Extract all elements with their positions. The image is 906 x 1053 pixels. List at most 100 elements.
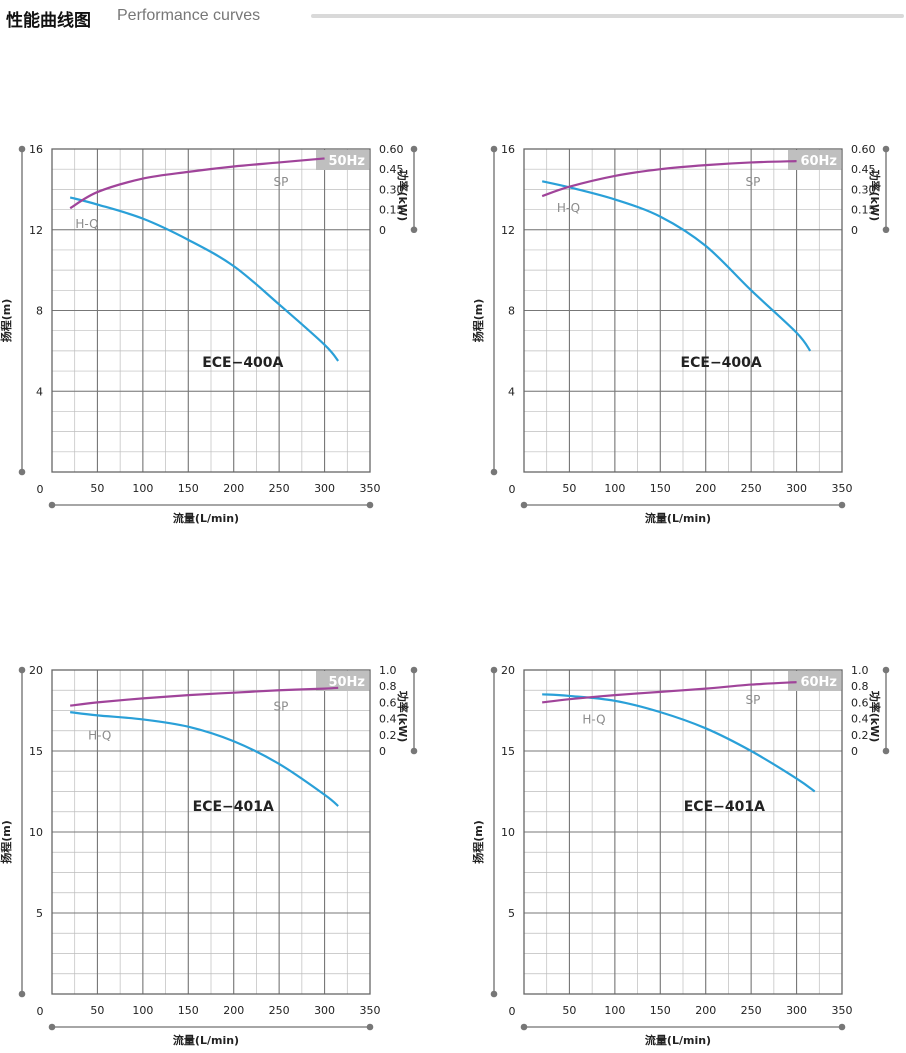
y-axis-title: 扬程(m) [471,820,485,864]
y2-axis-title: 功率(kW) [868,170,882,222]
frequency-label: 60Hz [800,675,837,690]
y-tick-label: 16 [501,143,515,156]
sp-power-curve [70,686,339,707]
sp-curve-label: SP [274,175,289,189]
y2-tick-label: 0.60 [379,143,404,156]
axis-end-dot [410,666,418,674]
hq-head-curve [541,180,812,352]
frequency-badge [788,671,841,691]
x-tick-label: 150 [650,1004,671,1017]
y-tick-label: 20 [501,664,515,677]
frequency-label: 60Hz [800,154,837,169]
x-tick-label: 100 [604,1004,625,1017]
x-tick-label: 300 [786,1004,807,1017]
y-tick-label: 12 [29,224,43,237]
axis-end-dot [410,747,418,755]
page-header: 性能曲线图 Performance curves [6,4,906,31]
x-tick-label: 350 [360,482,381,495]
x-tick-label: 300 [314,482,335,495]
axis-end-dot [520,1023,528,1031]
sp-curve-label: SP [746,175,761,189]
axis-end-dot [48,1023,56,1031]
x-tick-label: 50 [562,1004,576,1017]
y2-tick-label: 1.0 [379,664,397,677]
plot-frame [51,148,371,473]
origin-tick-label: 0 [37,483,44,496]
hq-head-curve [70,711,339,807]
x-tick-label: 50 [90,1004,104,1017]
axis-end-dot [18,468,26,476]
y2-tick-label: 1.0 [851,664,869,677]
sp-power-curve [541,160,797,198]
y-tick-label: 16 [29,143,43,156]
x-tick-label: 300 [314,1004,335,1017]
axis-end-dot [838,1023,846,1031]
frequency-label: 50Hz [328,154,365,169]
x-tick-label: 50 [90,482,104,495]
x-tick-label: 350 [360,1004,381,1017]
frequency-label: 50Hz [328,675,365,690]
x-tick-label: 200 [223,482,244,495]
y-tick-label: 10 [29,826,43,839]
header-divider [311,14,904,18]
y2-tick-label: 0.2 [851,729,869,742]
y-axis-title: 扬程(m) [0,820,13,864]
plot-frame [523,148,843,473]
y-tick-label: 15 [501,745,515,758]
plot-frame [51,669,371,995]
sp-power-curve [69,157,325,210]
y-tick-label: 5 [508,907,515,920]
y-tick-label: 5 [36,907,43,920]
y2-tick-label: 0.2 [379,729,397,742]
y-tick-label: 12 [501,224,515,237]
model-label: ECE−401A [193,799,274,815]
axis-end-dot [366,501,374,509]
x-tick-label: 100 [132,482,153,495]
axis-end-dot [838,501,846,509]
axis-end-dot [882,145,890,153]
page-title-zh: 性能曲线图 [6,11,91,31]
axis-end-dot [882,226,890,234]
axis-end-dot [410,226,418,234]
x-tick-label: 250 [741,482,762,495]
sp-curve-label: SP [746,693,761,707]
x-tick-label: 250 [269,1004,290,1017]
y2-tick-label: 0.8 [379,680,397,693]
x-tick-label: 150 [178,1004,199,1017]
axis-end-dot [490,666,498,674]
y2-tick-label: 0.45 [851,163,876,176]
x-tick-label: 250 [269,482,290,495]
y2-tick-label: 0 [379,224,386,237]
y-tick-label: 4 [508,385,515,398]
model-label: ECE−400A [681,355,762,371]
y-axis-title: 扬程(m) [471,299,485,343]
axis-end-dot [490,145,498,153]
x-tick-label: 150 [650,482,671,495]
y2-tick-label: 0.45 [379,163,404,176]
y2-tick-label: 0.4 [851,713,869,726]
y-tick-label: 10 [501,826,515,839]
y2-tick-label: 0.6 [379,696,397,709]
hq-curve-label: H-Q [75,217,98,231]
hq-curve-label: H-Q [557,201,580,215]
y-tick-label: 8 [508,305,515,318]
x-axis-title: 流量(L/min) [645,1033,711,1047]
axis-end-dot [18,990,26,998]
frequency-badge [788,150,841,170]
axis-end-dot [18,666,26,674]
x-tick-label: 250 [741,1004,762,1017]
axis-end-dot [18,145,26,153]
x-tick-label: 350 [832,1004,853,1017]
y2-tick-label: 0 [379,745,386,758]
hq-curve-label: H-Q [88,729,111,743]
x-axis-title: 流量(L/min) [173,511,239,525]
hq-curve-label: H-Q [582,712,605,726]
x-tick-label: 200 [695,1004,716,1017]
y2-tick-label: 0.6 [851,696,869,709]
hq-head-curve [69,196,340,362]
chart-panel: 4 8 12 16 0 50 100 150 200 250 300 350 0 0.15 0.30 0.45… [471,143,890,525]
model-label: ECE−401A [684,799,765,815]
